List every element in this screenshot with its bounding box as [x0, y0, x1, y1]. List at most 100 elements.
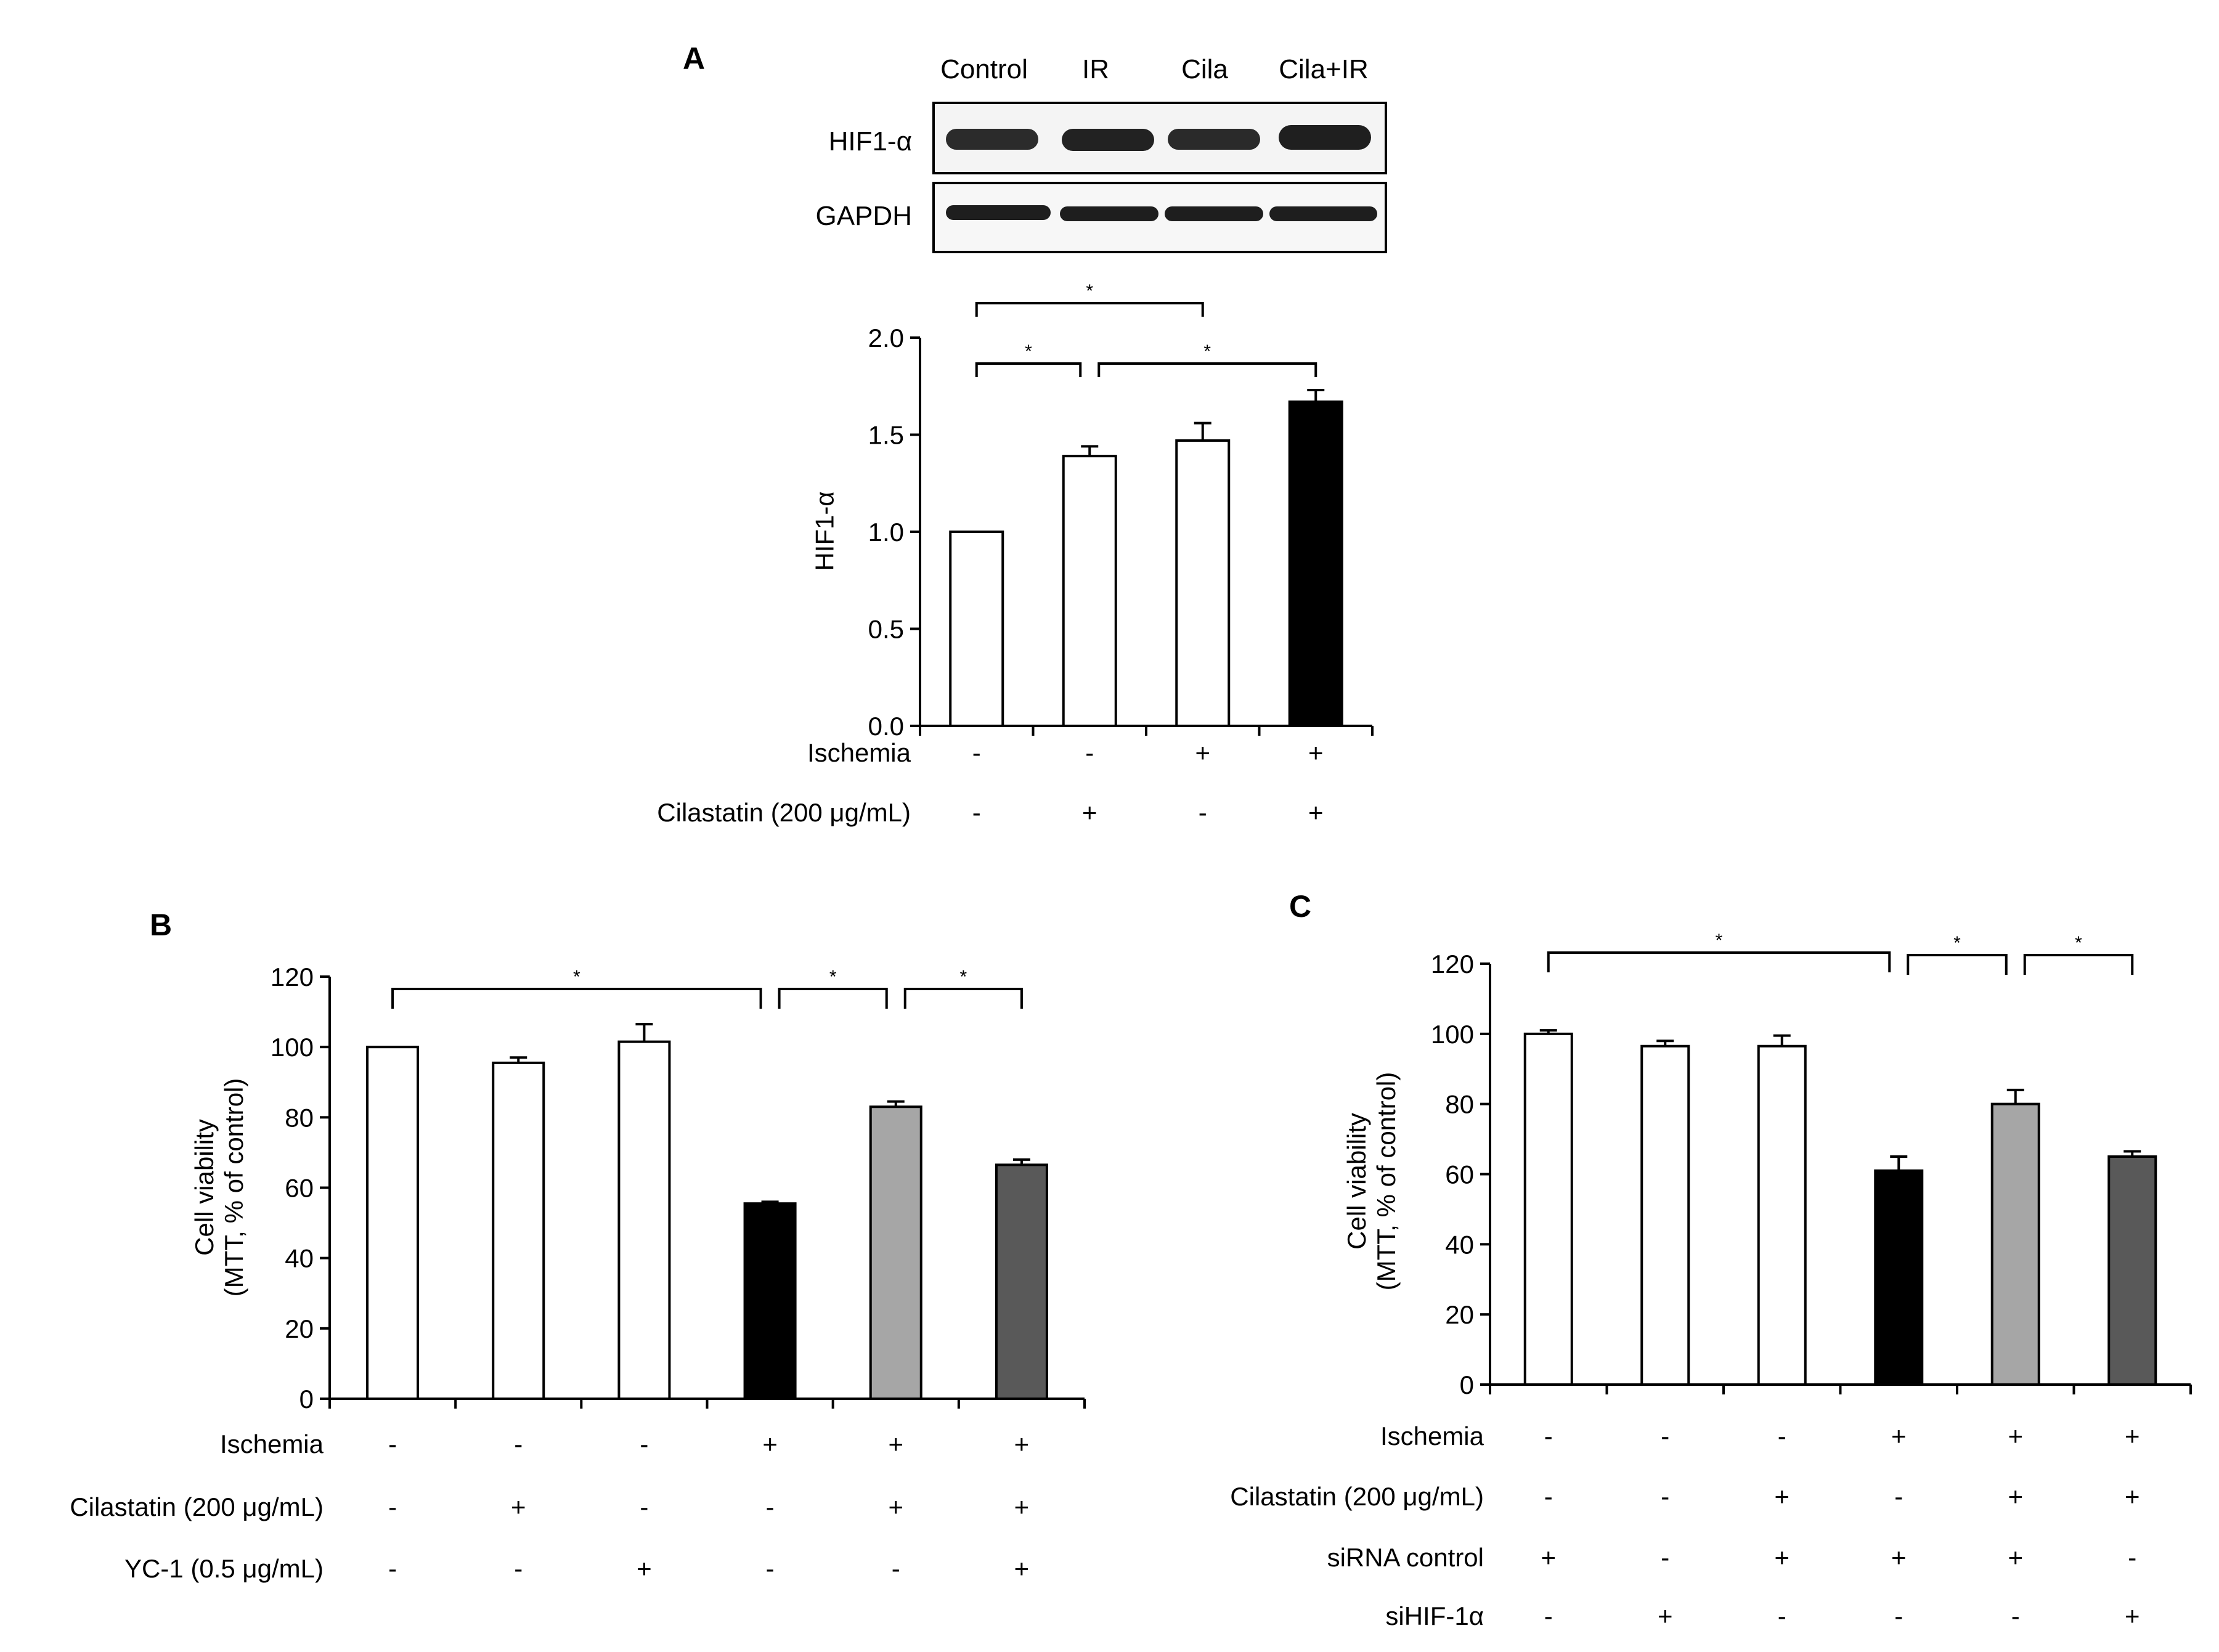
treatment-label: Ischemia [1380, 1422, 1484, 1451]
panel-letter-a: A [683, 41, 705, 76]
bar [1175, 439, 1231, 727]
y-axis-label-line: Cell viability [1342, 1113, 1371, 1250]
treatment-symbol: - [972, 738, 981, 767]
treatment-label: YC-1 (0.5 μg/mL) [124, 1554, 324, 1583]
y-tick-label: 80 [1445, 1090, 1474, 1119]
y-tick-label: 0.5 [868, 615, 904, 644]
significance-bracket [903, 988, 1023, 1009]
treatment-label: Cilastatin (200 μg/mL) [70, 1492, 324, 1521]
treatment-symbol: + [1891, 1543, 1907, 1572]
y-tick-label: 1.5 [868, 421, 904, 450]
treatment-symbol: + [1308, 798, 1324, 827]
blot-band [1168, 129, 1260, 150]
bar [949, 531, 1004, 727]
treatment-symbol: - [388, 1430, 397, 1459]
treatment-symbol: + [762, 1430, 778, 1459]
bar [1640, 1044, 1690, 1386]
significance-bracket [778, 988, 888, 1009]
panel-letter-b: B [150, 908, 172, 942]
treatment-symbol: + [1658, 1601, 1673, 1630]
significance-star: * [2075, 933, 2082, 953]
treatment-symbol: - [1661, 1482, 1669, 1511]
significance-star: * [1953, 933, 1961, 953]
significance-bracket [1907, 954, 2008, 975]
blot-band [1060, 206, 1158, 221]
gapdh-bands [946, 205, 1377, 221]
blot-lane-label: Control [940, 54, 1028, 84]
significance-star: * [573, 967, 580, 987]
treatment-symbol: + [2125, 1601, 2140, 1630]
western-blot: Control IR Cila Cila+IR HIF1-α GAPDH [816, 54, 1387, 253]
blot-band [1269, 206, 1377, 221]
y-tick-label: 2.0 [868, 323, 904, 352]
bar [366, 1046, 420, 1400]
y-tick-label: 100 [1431, 1020, 1474, 1049]
bar [1757, 1044, 1807, 1386]
treatment-symbol: - [1778, 1422, 1786, 1451]
treatment-symbol: + [1014, 1492, 1030, 1521]
treatment-symbol: - [1544, 1422, 1553, 1451]
bar [995, 1163, 1048, 1401]
treatment-label: Cilastatin (200 μg/mL) [1230, 1482, 1484, 1511]
y-axis-label-line: (MTT, % of control) [219, 1078, 248, 1297]
treatment-symbol: - [2011, 1601, 2020, 1630]
treatment-symbol: - [388, 1554, 397, 1583]
treatment-symbol: - [1085, 738, 1094, 767]
treatment-symbol: + [2008, 1422, 2023, 1451]
bar [743, 1202, 797, 1400]
y-tick-label: 0.0 [868, 712, 904, 741]
significance-star: * [1203, 341, 1211, 362]
significance-bracket [1547, 951, 1891, 972]
y-tick-label: 60 [285, 1174, 314, 1203]
treatment-symbol: + [1774, 1543, 1789, 1572]
treatment-symbol: - [1661, 1543, 1669, 1572]
significance-bracket [2023, 954, 2134, 975]
treatment-symbol: - [388, 1492, 397, 1521]
bar [492, 1061, 545, 1400]
panel-letter-c: C [1289, 889, 1311, 924]
significance-bracket [975, 302, 1204, 317]
y-tick-label: 0 [1460, 1370, 1474, 1399]
significance-bracket [975, 362, 1082, 377]
blot-band [946, 129, 1038, 150]
y-tick-label: 1.0 [868, 518, 904, 547]
bar [1523, 1032, 1573, 1386]
treatment-symbol: - [1778, 1601, 1786, 1630]
treatment-symbol: - [1544, 1482, 1553, 1511]
treatment-symbol: + [2008, 1543, 2023, 1572]
chart-panel-a: 0.0 0.5 1.0 1.5 2.0 HIF1-α Ischemia - - + + Cilasta… [657, 281, 1374, 827]
treatment-symbol: + [888, 1430, 903, 1459]
y-tick-label: 60 [1445, 1160, 1474, 1189]
treatment-symbol: - [1661, 1422, 1669, 1451]
treatment-label: Ischemia [220, 1430, 324, 1459]
significance-star: * [829, 967, 837, 987]
y-axis-label-line: HIF1-α [810, 491, 839, 571]
bar [2107, 1155, 2157, 1386]
treatment-symbol: + [2125, 1482, 2140, 1511]
treatment-symbol: + [1891, 1422, 1907, 1451]
blot-row-label: HIF1-α [829, 126, 912, 157]
significance-star: * [1716, 930, 1723, 951]
y-tick-label: 100 [271, 1033, 314, 1062]
y-tick-label: 0 [299, 1385, 314, 1414]
treatment-symbol: - [514, 1430, 523, 1459]
treatment-symbol: + [1308, 738, 1324, 767]
treatment-symbol: + [1014, 1430, 1030, 1459]
blot-band [946, 205, 1051, 220]
treatment-symbol: - [1544, 1601, 1553, 1630]
bar [1874, 1169, 1924, 1386]
chart-panel-c: 0 20 40 60 80 100 120 Cell viability(MTT, % of … [1230, 930, 2192, 1630]
y-tick-label: 120 [271, 962, 314, 991]
treatment-symbol: - [892, 1554, 900, 1583]
treatment-label: siHIF-1α [1385, 1601, 1484, 1630]
y-axis-label: HIF1-α [810, 491, 839, 571]
y-axis-label: Cell viability(MTT, % of control) [1342, 1072, 1401, 1291]
blot-band [1062, 129, 1154, 151]
treatment-symbol: + [1774, 1482, 1789, 1511]
blot-band [1165, 206, 1263, 221]
treatment-symbol: - [766, 1554, 775, 1583]
bar [1062, 455, 1117, 728]
treatment-symbol: - [1199, 798, 1207, 827]
significance-bracket [1097, 362, 1317, 377]
